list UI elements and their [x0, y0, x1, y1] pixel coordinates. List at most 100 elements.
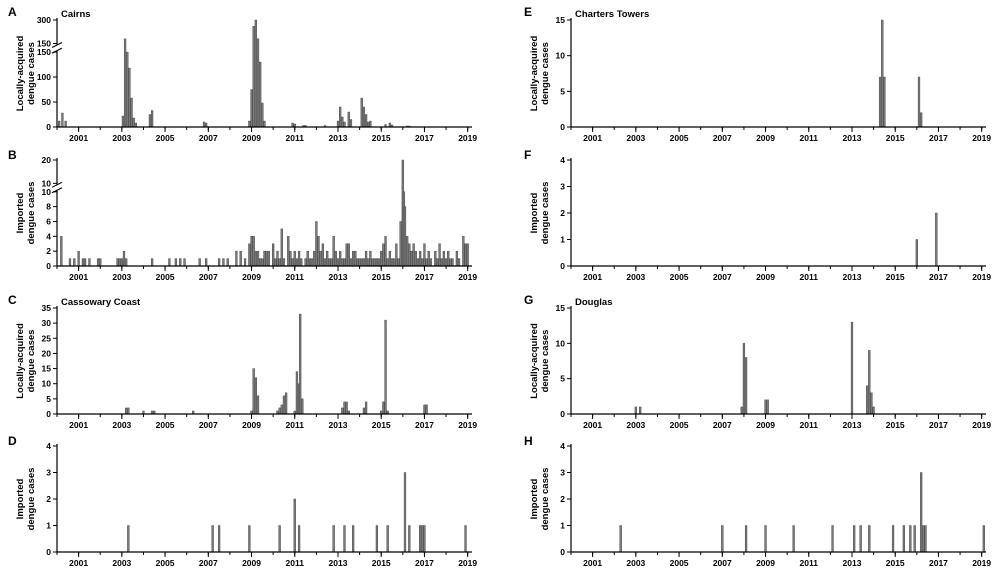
bar	[285, 392, 288, 415]
y-tick-label: 0	[560, 547, 565, 557]
bar	[202, 121, 206, 128]
x-tick-label: 2003	[626, 272, 645, 282]
bar	[386, 258, 389, 267]
x-tick-label: 2015	[372, 133, 391, 143]
bar	[427, 250, 430, 267]
x-tick-label: 2011	[800, 420, 819, 430]
bar	[88, 258, 91, 267]
bar	[254, 19, 257, 128]
x-tick-label: 2007	[713, 558, 732, 568]
x-tick-label: 2013	[843, 420, 862, 430]
bar	[248, 525, 251, 553]
y-tick-label: 2	[46, 494, 51, 504]
bar	[764, 525, 767, 553]
bar	[349, 258, 353, 267]
x-tick-label: 2005	[670, 133, 689, 143]
bar	[83, 258, 87, 267]
bar	[358, 258, 361, 267]
bar	[334, 250, 337, 267]
y-tick-label: 3	[560, 182, 565, 192]
y-tick-label: 5	[46, 394, 51, 404]
bar	[297, 525, 301, 553]
bar	[412, 243, 415, 267]
y-tick-label: 10	[42, 187, 52, 197]
bar	[127, 407, 130, 415]
x-tick-label: 2011	[286, 133, 305, 143]
bar	[462, 236, 465, 267]
bar	[183, 258, 186, 267]
panel-title: Cairns	[61, 9, 91, 20]
axis-break-mark	[51, 181, 63, 188]
y-tick-label: 30	[42, 318, 52, 328]
panel-letter: B	[8, 148, 17, 162]
x-tick-label: 2001	[69, 133, 88, 143]
y-axis-label: Locally-acquireddengue cases	[15, 323, 37, 399]
bar	[345, 401, 348, 415]
bar	[464, 243, 467, 267]
bar	[61, 112, 64, 128]
bar	[866, 385, 869, 415]
bar	[352, 250, 355, 267]
y-axis-label-line: dengue cases	[540, 182, 551, 245]
bar	[211, 525, 214, 553]
bar	[466, 243, 469, 267]
bar	[217, 525, 221, 553]
x-tick-label: 2001	[583, 272, 602, 282]
bar	[393, 258, 396, 267]
y-axis-label-line: Locally-acquired	[15, 36, 26, 112]
bar	[341, 407, 344, 415]
bar	[278, 407, 281, 415]
panel-letter: G	[524, 293, 533, 307]
bar	[118, 258, 121, 267]
bar	[300, 258, 303, 267]
bar	[792, 525, 795, 553]
bar	[881, 19, 884, 128]
bar	[935, 212, 938, 267]
panel-title: Cassowary Coast	[61, 297, 141, 308]
y-tick-label: 150	[37, 39, 51, 49]
panel-title: Charters Towers	[575, 9, 649, 20]
bar	[447, 250, 450, 267]
bar	[425, 404, 428, 415]
bar	[373, 258, 376, 267]
bar	[434, 250, 437, 267]
bar	[345, 243, 348, 267]
bar	[922, 525, 925, 553]
y-tick-label: 4	[46, 441, 51, 451]
bar	[364, 401, 368, 415]
bar	[384, 236, 387, 267]
bar	[853, 525, 856, 553]
bar	[60, 236, 63, 267]
bar	[261, 258, 264, 267]
x-tick-label: 2011	[286, 272, 305, 282]
bar	[380, 250, 383, 267]
bar	[347, 111, 350, 128]
y-tick-label: 3	[46, 468, 51, 478]
bar	[265, 250, 268, 267]
bar	[77, 250, 80, 267]
bar	[902, 525, 905, 553]
bar	[250, 89, 253, 128]
y-axis-label: Locally-acquireddengue cases	[529, 36, 551, 112]
bar	[408, 243, 411, 267]
bar	[360, 97, 363, 128]
bar	[319, 250, 322, 267]
bar	[423, 525, 426, 553]
bar	[740, 406, 743, 415]
y-tick-label: 10	[42, 379, 52, 389]
x-tick-label: 2011	[800, 133, 819, 143]
bar	[306, 250, 309, 267]
x-tick-label: 2009	[242, 558, 261, 568]
bar	[99, 258, 102, 267]
bar	[291, 258, 294, 267]
bar	[259, 258, 262, 267]
x-tick-label: 2007	[713, 133, 732, 143]
bar	[403, 472, 407, 553]
bar	[256, 38, 260, 128]
bar	[287, 236, 290, 267]
bar	[744, 525, 748, 553]
x-tick-label: 2017	[415, 420, 434, 430]
y-tick-label: 0	[46, 409, 51, 419]
bar	[721, 525, 724, 553]
